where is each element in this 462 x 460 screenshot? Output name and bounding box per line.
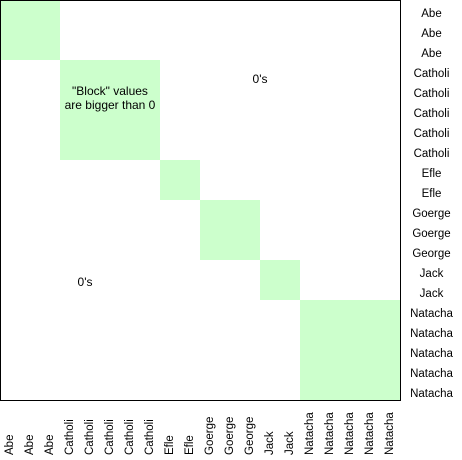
column-label: Natacha [364,412,376,455]
row-label: Natacha [410,388,453,400]
column-label: Efle [164,435,176,455]
row-label: Natacha [410,348,453,360]
block-note: "Block" values are bigger than 0 [64,84,156,112]
diagonal-block-2 [60,60,160,160]
row-label: Abe [421,8,442,20]
column-label: Jack [264,431,276,455]
row-label: Catholi [413,108,450,120]
row-label: Natacha [410,368,453,380]
zeros-label-top: 0's [252,72,268,86]
column-label: Efle [184,435,196,455]
column-label: Natacha [304,412,316,455]
diagonal-block-6 [300,300,400,400]
row-label: Jack [419,288,444,300]
column-label: Abe [44,434,56,455]
row-label: Efle [421,188,442,200]
row-label: Catholi [413,128,450,140]
column-label: George [244,416,256,455]
row-label: Catholi [413,148,450,160]
row-label: Efle [421,168,442,180]
column-label: Goerge [224,416,236,455]
row-label: Catholi [413,68,450,80]
diagonal-block-4 [200,200,260,260]
row-label: Jack [419,268,444,280]
column-label: Catholi [144,419,156,455]
diagonal-block-1 [0,0,60,60]
row-label: Natacha [410,328,453,340]
column-label: Catholi [104,419,116,455]
column-label: Natacha [344,412,356,455]
column-label: Catholi [124,419,136,455]
row-label: Abe [421,28,442,40]
column-label: Abe [4,434,16,455]
row-label: George [412,248,451,260]
column-label: Catholi [84,419,96,455]
row-label: Natacha [410,308,453,320]
row-label: Goerge [412,208,451,220]
column-label: Abe [24,434,36,455]
column-label: Natacha [384,412,396,455]
diagonal-block-3 [160,160,200,200]
column-label: Catholi [64,419,76,455]
matrix-border [0,0,401,401]
column-label: Goerge [204,416,216,455]
column-label: Natacha [324,412,336,455]
column-label: Jack [284,431,296,455]
row-label: Goerge [412,228,451,240]
row-label: Catholi [413,88,450,100]
diagonal-block-5 [260,260,300,300]
zeros-label-bottom: 0's [77,275,93,289]
row-label: Abe [421,48,442,60]
